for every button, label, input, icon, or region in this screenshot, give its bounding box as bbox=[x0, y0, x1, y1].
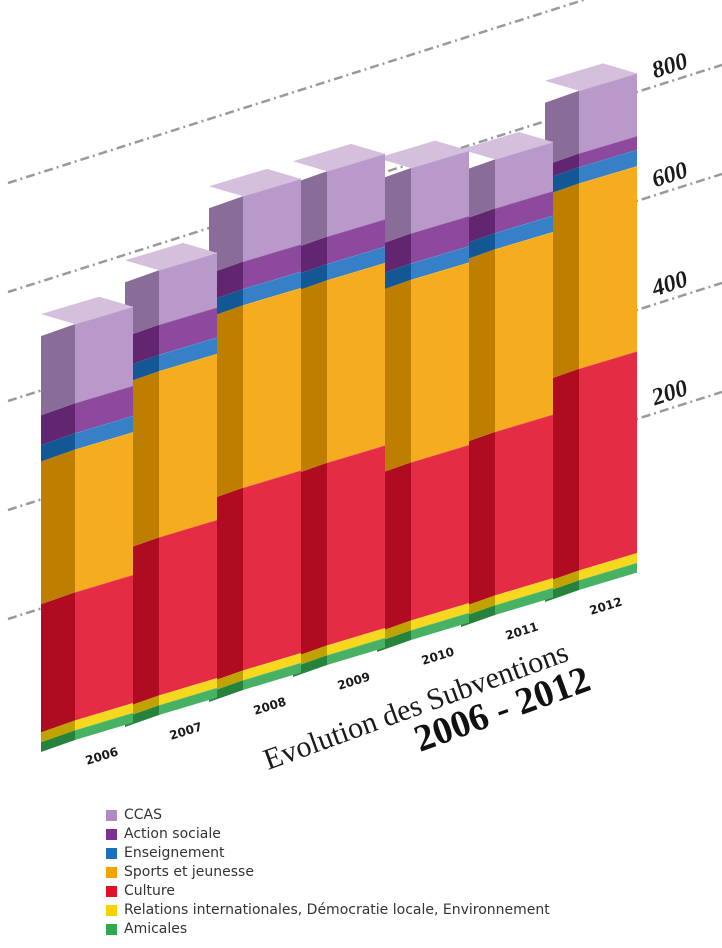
gridline bbox=[7, 0, 588, 185]
bar-segment bbox=[545, 72, 638, 166]
bar-segment bbox=[377, 261, 470, 475]
bar-segment bbox=[293, 153, 386, 249]
bar-2008 bbox=[209, 168, 302, 702]
bar-top bbox=[293, 143, 385, 172]
legend-item: Sports et jeunesse bbox=[106, 863, 550, 882]
bar-2009 bbox=[293, 143, 386, 677]
bars bbox=[41, 63, 638, 752]
legend-item: Culture bbox=[106, 882, 550, 901]
y-tick-label: 200 bbox=[648, 375, 691, 411]
bar-segment bbox=[461, 141, 554, 221]
bar-segment bbox=[377, 215, 470, 276]
x-tick-label: 2006 bbox=[84, 745, 120, 768]
bar-segment bbox=[461, 231, 554, 444]
bar-segment bbox=[461, 414, 554, 608]
legend-swatch bbox=[106, 829, 117, 840]
x-tick-label: 2010 bbox=[420, 645, 456, 668]
x-tick-label: 2012 bbox=[588, 595, 624, 618]
bar-segment bbox=[545, 350, 638, 583]
bar-segment bbox=[545, 165, 638, 381]
legend-label: Action sociale bbox=[124, 826, 221, 842]
x-tick-label: 2011 bbox=[504, 620, 540, 643]
legend-label: CCAS bbox=[124, 807, 163, 823]
y-tick-label: 800 bbox=[649, 48, 691, 84]
bar-top bbox=[125, 242, 217, 271]
legend-swatch bbox=[106, 848, 117, 859]
legend-swatch bbox=[106, 867, 117, 878]
bar-segment bbox=[293, 262, 386, 475]
legend-swatch bbox=[106, 886, 117, 897]
legend-label: Sports et jeunesse bbox=[124, 864, 254, 880]
bar-segment bbox=[209, 469, 302, 683]
bar-segment bbox=[41, 431, 134, 605]
legend: CCAS Action sociale Enseignement Sports et … bbox=[106, 806, 550, 939]
y-tick-label: 600 bbox=[649, 157, 691, 193]
legend-item: Relations internationales, Démocratie lo… bbox=[106, 901, 550, 920]
legend-item: Action sociale bbox=[106, 825, 550, 844]
legend-label: Amicales bbox=[124, 921, 188, 937]
bar-2012 bbox=[545, 63, 638, 602]
bar-segment bbox=[293, 444, 386, 658]
legend-swatch bbox=[106, 924, 117, 935]
bar-2011 bbox=[461, 131, 554, 627]
bar-segment bbox=[125, 306, 218, 367]
bar-top bbox=[377, 140, 469, 169]
bar-top bbox=[461, 131, 553, 160]
bar-segment bbox=[125, 519, 218, 708]
bar-2006 bbox=[41, 296, 134, 752]
stacked-bar-chart: 2004006008001000201220112010200920082007… bbox=[7, 0, 722, 777]
x-tick-label: 2007 bbox=[168, 720, 204, 743]
bar-segment bbox=[125, 252, 218, 337]
bar-top bbox=[209, 168, 301, 197]
legend-item: Enseignement bbox=[106, 844, 550, 863]
legend-label: Culture bbox=[124, 883, 175, 899]
legend-item: CCAS bbox=[106, 806, 550, 825]
bar-segment bbox=[293, 218, 386, 276]
bar-top bbox=[41, 296, 133, 325]
legend-swatch bbox=[106, 810, 117, 821]
x-tick-label: 2009 bbox=[336, 670, 372, 693]
legend-label: Relations internationales, Démocratie lo… bbox=[124, 902, 550, 918]
y-tick-label: 400 bbox=[648, 266, 691, 302]
bar-segment bbox=[125, 353, 218, 550]
bar-top bbox=[545, 63, 637, 91]
bar-segment bbox=[41, 574, 134, 733]
legend-label: Enseignement bbox=[124, 845, 225, 861]
legend-item: Amicales bbox=[106, 920, 550, 939]
bar-2010 bbox=[377, 140, 470, 652]
x-tick-label: 2008 bbox=[252, 695, 288, 718]
legend-swatch bbox=[106, 905, 117, 916]
bar-segment bbox=[377, 150, 470, 246]
bar-segment bbox=[377, 444, 470, 633]
bar-segment bbox=[209, 287, 302, 500]
bar-segment bbox=[209, 178, 302, 274]
bar-2007 bbox=[125, 242, 218, 727]
bar-segment bbox=[461, 190, 554, 245]
